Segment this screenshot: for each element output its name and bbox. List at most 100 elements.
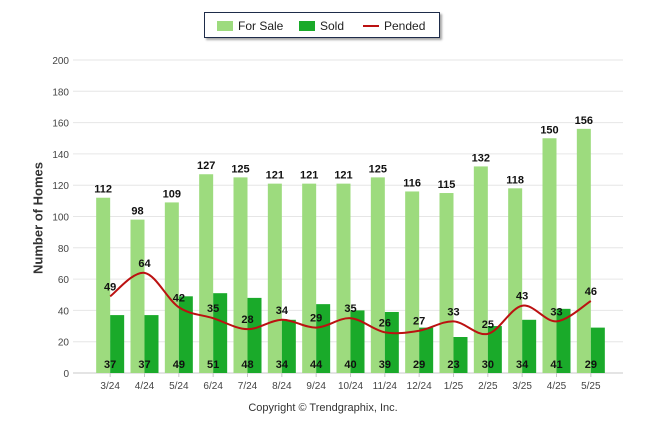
y-tick-label: 120 — [52, 181, 69, 192]
data-label-pended: 29 — [310, 313, 322, 325]
bar-sold — [350, 310, 365, 373]
data-label-pended: 42 — [173, 292, 185, 304]
x-axis-ticks: 3/24 4/24 5/24 6/24 7/24 8/24 9/24 10/24 11/24 12… — [100, 373, 601, 392]
legend-label-for-sale: For Sale — [238, 19, 284, 33]
x-tick-label: 12/24 — [407, 381, 432, 392]
bar-sold — [384, 311, 399, 373]
bar-sold — [419, 327, 434, 373]
data-label-pended: 49 — [104, 281, 116, 293]
bar-for-sale — [473, 166, 488, 373]
x-tick-label: 3/24 — [100, 381, 120, 392]
legend-item-sold[interactable]: Sold — [299, 19, 344, 33]
data-label-sold: 51 — [207, 359, 219, 371]
bar-for-sale — [267, 183, 282, 373]
bar-for-sale — [508, 188, 523, 373]
bar-sold — [213, 293, 228, 373]
bar-sold — [487, 326, 502, 373]
y-axis-label: Number of Homes — [30, 162, 46, 274]
data-label-for-sale: 125 — [231, 163, 249, 175]
copyright-text: Copyright © Trendgraphix, Inc. — [248, 402, 398, 414]
y-tick-label: 60 — [58, 275, 70, 286]
data-label-for-sale: 127 — [197, 160, 215, 172]
data-label-for-sale: 150 — [540, 124, 558, 136]
legend-item-pended[interactable]: Pended — [363, 19, 425, 33]
data-label-for-sale: 118 — [506, 174, 524, 186]
data-label-for-sale: 115 — [438, 179, 456, 191]
data-label-pended: 35 — [344, 303, 356, 315]
data-label-for-sale: 116 — [403, 177, 421, 189]
bar-for-sale — [199, 174, 214, 373]
x-tick-label: 7/24 — [238, 381, 258, 392]
y-tick-label: 80 — [58, 244, 70, 255]
data-label-sold: 41 — [550, 359, 562, 371]
data-label-sold: 49 — [173, 359, 185, 371]
x-tick-label: 6/24 — [203, 381, 223, 392]
legend: For Sale Sold Pended — [204, 12, 440, 38]
bar-sold — [178, 296, 193, 373]
bar-for-sale — [233, 177, 248, 373]
data-label-sold: 40 — [344, 359, 356, 371]
bar-for-sale — [439, 193, 454, 373]
data-label-sold: 37 — [138, 359, 150, 371]
x-tick-label: 4/25 — [547, 381, 567, 392]
y-tick-label: 20 — [58, 338, 70, 349]
bar-sold — [144, 315, 159, 373]
data-label-sold: 39 — [379, 359, 391, 371]
bar-sold — [453, 337, 468, 373]
data-label-pended: 28 — [241, 314, 253, 326]
y-tick-label: 140 — [52, 150, 69, 161]
data-label-pended: 33 — [447, 306, 459, 318]
y-tick-label: 160 — [52, 119, 69, 130]
x-tick-label: 3/25 — [512, 381, 532, 392]
bar-sold — [522, 319, 537, 373]
x-tick-label: 11/24 — [373, 381, 398, 392]
bar-sold — [590, 327, 605, 373]
bar-for-sale — [405, 191, 420, 373]
bar-sold — [316, 304, 331, 373]
data-label-for-sale: 121 — [266, 170, 284, 182]
x-tick-label: 10/24 — [338, 381, 363, 392]
data-label-for-sale: 132 — [472, 152, 490, 164]
data-label-for-sale: 121 — [334, 170, 352, 182]
data-label-pended: 27 — [413, 316, 425, 328]
bar-sold — [556, 308, 571, 373]
data-label-for-sale: 125 — [369, 163, 387, 175]
sold-swatch-icon — [299, 21, 315, 31]
x-tick-label: 2/25 — [478, 381, 498, 392]
data-label-pended: 26 — [379, 317, 391, 329]
x-tick-label: 4/24 — [135, 381, 155, 392]
pended-line-group — [109, 271, 592, 336]
bar-sold — [247, 297, 262, 373]
legend-item-for-sale[interactable]: For Sale — [217, 19, 283, 33]
data-label-for-sale: 98 — [131, 206, 143, 218]
y-tick-label: 40 — [58, 306, 70, 317]
data-label-sold: 30 — [482, 359, 494, 371]
bar-for-sale — [542, 138, 557, 373]
data-label-sold: 48 — [241, 359, 253, 371]
for-sale-swatch-icon — [217, 21, 233, 31]
data-label-sold: 34 — [276, 359, 289, 371]
bar-for-sale — [130, 219, 145, 373]
bar-for-sale — [576, 128, 591, 373]
y-tick-label: 200 — [52, 56, 69, 67]
pended-line-swatch-icon — [363, 25, 379, 27]
legend-label-pended: Pended — [384, 19, 426, 33]
bar-sold — [281, 319, 296, 373]
data-label-pended: 46 — [585, 286, 597, 298]
data-label-pended: 34 — [276, 305, 289, 317]
x-tick-label: 8/24 — [272, 381, 292, 392]
y-axis-ticks: 0 20 40 60 80 100 120 140 160 180 200 — [52, 56, 69, 380]
bar-for-sale — [96, 197, 111, 373]
data-label-sold: 37 — [104, 359, 116, 371]
data-label-pended: 43 — [516, 291, 528, 303]
bar-for-sale — [336, 183, 351, 373]
y-tick-label: 180 — [52, 87, 69, 98]
data-label-for-sale: 109 — [163, 188, 181, 200]
data-label-sold: 29 — [413, 359, 425, 371]
bar-for-sale — [164, 202, 179, 373]
data-labels: 112 37 49 98 37 64 109 49 42 127 51 35 125 48 28 121 34 3… — [94, 115, 597, 371]
x-tick-label: 5/25 — [581, 381, 601, 392]
data-label-sold: 23 — [447, 359, 459, 371]
y-tick-label: 0 — [63, 369, 69, 380]
